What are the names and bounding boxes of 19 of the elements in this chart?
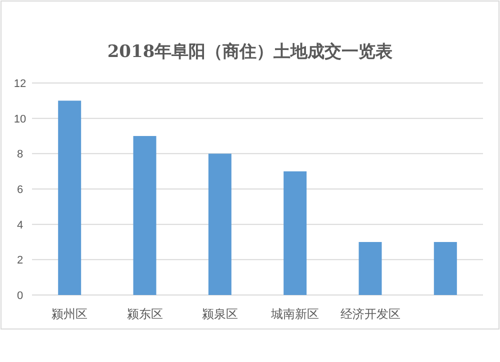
- bar: [358, 242, 382, 295]
- chart-title: 2018年阜阳（商住）土地成交一览表: [107, 42, 394, 62]
- y-tick-label: 12: [14, 78, 26, 90]
- y-tick-label: 10: [14, 113, 26, 126]
- x-tick-label: 颍州区: [52, 307, 88, 321]
- x-tick-label: 颍东区: [126, 307, 163, 321]
- y-tick-label: 4: [16, 219, 24, 232]
- y-tick-label: 8: [16, 148, 24, 161]
- x-tick-label: 经济开发区: [340, 307, 400, 321]
- y-tick-label: 2: [16, 254, 24, 267]
- x-tick-label: 颍泉区: [202, 307, 238, 321]
- y-tick-label: 6: [16, 184, 24, 196]
- bar: [58, 100, 82, 295]
- x-tick-label: 城南新区: [270, 307, 320, 321]
- y-tick-label: 0: [16, 290, 24, 302]
- bar: [208, 154, 232, 295]
- bar: [434, 242, 457, 295]
- bar: [284, 171, 307, 295]
- bar: [133, 136, 156, 295]
